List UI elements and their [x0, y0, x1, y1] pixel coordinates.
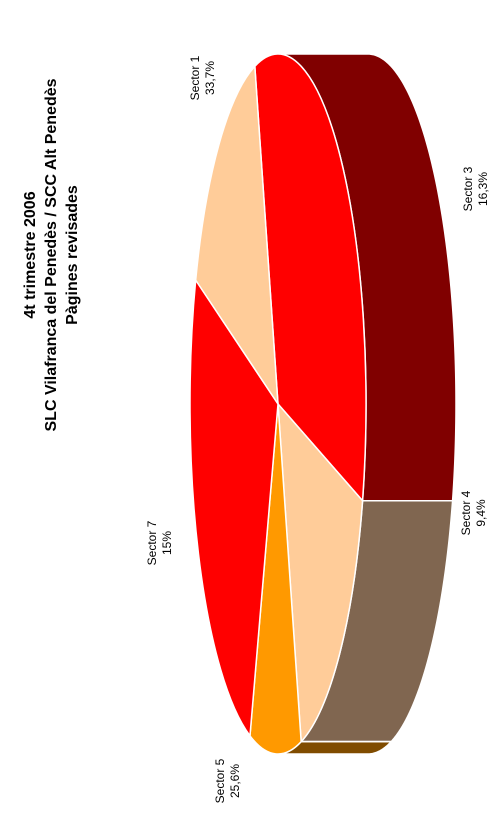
- label-sector-3-name: Sector 3: [461, 166, 475, 211]
- label-sector-3: Sector 3 16,3%: [461, 166, 490, 211]
- label-sector-5-value: 25,6%: [228, 764, 242, 798]
- label-sector-1: Sector 1 33,7%: [188, 55, 217, 100]
- slice-sector-1: [254, 53, 367, 502]
- chart-title: 4t trimestre 2006 SLC Vilafranca del Pen…: [22, 78, 81, 431]
- slice-sector-5: [194, 65, 279, 405]
- title-line-2: SLC Vilafranca del Penedès / SCC Alt Pen…: [43, 78, 60, 431]
- pie-group: [189, 53, 457, 755]
- label-sector-4-value: 9,4%: [474, 499, 488, 527]
- title-line-1: 4t trimestre 2006: [22, 191, 39, 318]
- label-sector-7: Sector 7 15%: [145, 520, 174, 565]
- label-sector-4: Sector 4 9,4%: [459, 490, 488, 535]
- slice-sector-2: [277, 403, 364, 743]
- label-sector-5: Sector 5 25,6%: [213, 758, 242, 803]
- label-sector-5-name: Sector 5: [213, 758, 227, 803]
- label-sector-1-name: Sector 1: [188, 55, 202, 100]
- label-sector-7-name: Sector 7: [145, 520, 159, 565]
- slice-sector-4: [189, 279, 279, 737]
- slice-sector-3: [249, 403, 302, 755]
- label-sector-1-value: 33,7%: [203, 61, 217, 95]
- label-sector-7-value: 15%: [160, 531, 174, 555]
- title-line-3: Pàgines revisades: [64, 185, 81, 325]
- label-sector-3-value: 16,3%: [476, 172, 490, 206]
- label-sector-4-name: Sector 4: [459, 490, 473, 535]
